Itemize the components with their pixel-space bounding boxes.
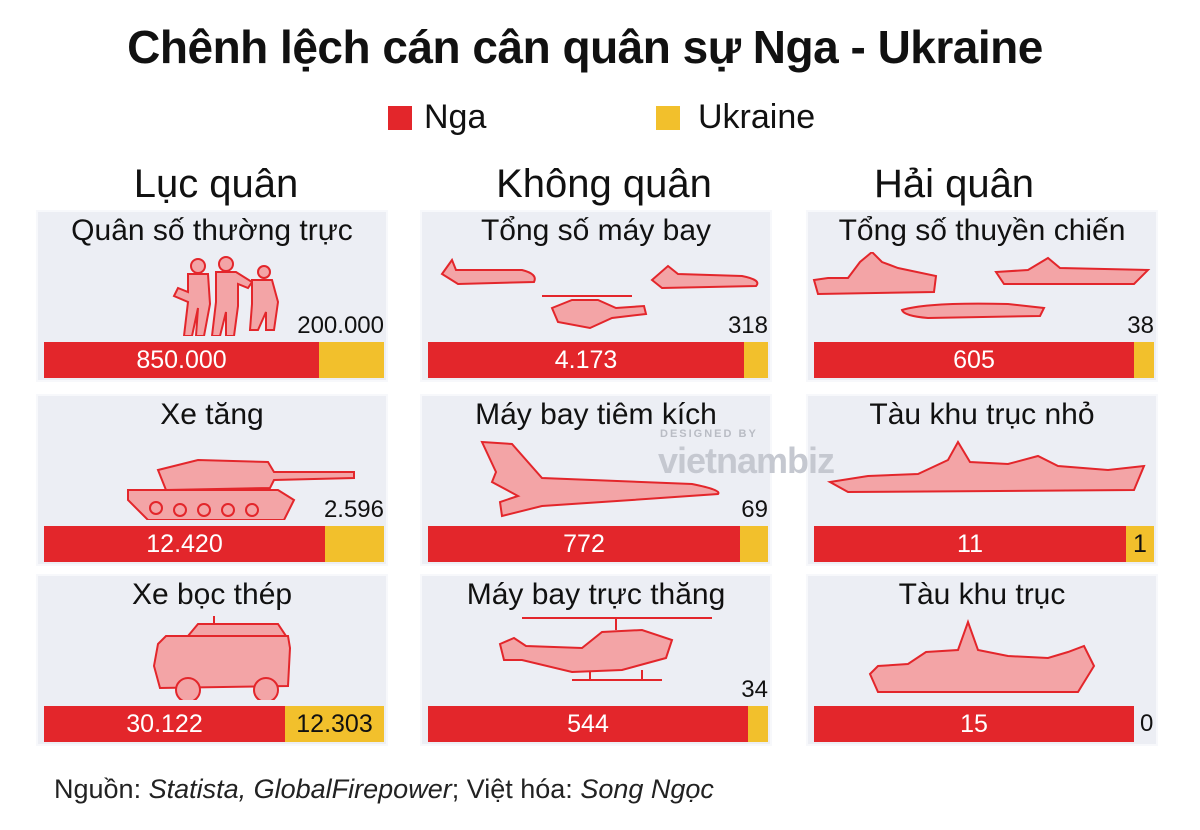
- panel-soldiers: Quân số thường trực 850.000 200.000: [36, 210, 388, 382]
- legend-item-ukraine: Ukraine: [656, 98, 815, 137]
- bar-russia: 850.000: [44, 342, 319, 378]
- chart-title: Chênh lệch cán cân quân sự Nga - Ukraine: [127, 21, 1043, 73]
- helicopter-icon: [498, 617, 712, 681]
- panel-helicopter: Máy bay trực thăng 544 34: [420, 574, 772, 746]
- bar-ukraine: [740, 526, 768, 562]
- bar-russia: 544: [428, 706, 748, 742]
- panel-armored-vehicle: Xe bọc thép 30.122 12.303: [36, 574, 388, 746]
- ukraine-value-label: 2.596: [323, 496, 384, 523]
- ukraine-value-label: 69: [741, 496, 768, 523]
- tank-icon: [127, 458, 355, 520]
- destroyer-icon: [868, 619, 1096, 693]
- warships-icon: [812, 252, 1151, 320]
- column-header-navy: Hải quân: [873, 162, 1035, 206]
- panel-label: Xe bọc thép: [131, 578, 293, 611]
- panel-label: Tổng số máy bay: [480, 214, 712, 247]
- source-note: Nguồn: Statista, GlobalFirepower; Việt h…: [54, 774, 714, 805]
- source-middle: ; Việt hóa:: [451, 774, 581, 804]
- bar-russia: 12.420: [44, 526, 325, 562]
- panel-label: Máy bay tiêm kích: [475, 398, 717, 431]
- panel-fighter-jet: Máy bay tiêm kích 772 69: [420, 394, 772, 566]
- bar-ukraine: [1134, 342, 1154, 378]
- ukraine-value-label: 34: [741, 676, 768, 703]
- column-header-air-force: Không quân: [496, 162, 712, 206]
- bar-ukraine: [748, 706, 768, 742]
- bar-russia: 605: [814, 342, 1134, 378]
- ukraine-value-label: 318: [727, 312, 768, 339]
- legend-label-russia: Nga: [424, 98, 487, 136]
- soldiers-icon: [172, 256, 280, 336]
- panel-tank: Xe tăng 12.420 2.596: [36, 394, 388, 566]
- source-author: Song Ngọc: [580, 774, 714, 804]
- panel-label: Tàu khu trục nhỏ: [869, 398, 1095, 431]
- source-names: Statista, GlobalFirepower: [148, 774, 452, 804]
- watermark-designed-by: DESIGNED BY: [660, 428, 758, 440]
- bar-ukraine: 12.303: [285, 706, 384, 742]
- bar-russia: 30.122: [44, 706, 285, 742]
- legend: Nga Ukraine: [0, 98, 1200, 142]
- bar-russia: 772: [428, 526, 740, 562]
- legend-swatch-ukraine: [656, 105, 680, 130]
- bar-ukraine: 1: [1126, 526, 1154, 562]
- legend-swatch-russia: [388, 105, 412, 130]
- bar-russia: 15: [814, 706, 1134, 742]
- bar-ukraine: [744, 342, 768, 378]
- panel-frigate: Tàu khu trục nhỏ 11 1: [806, 394, 1158, 566]
- ukraine-value-label: 38: [1127, 312, 1154, 339]
- ukraine-value-label: 12.303: [296, 710, 373, 738]
- ukraine-value-label: 200.000: [297, 312, 384, 339]
- aircraft-icon: [440, 257, 759, 330]
- watermark-logo: vietnambiz: [658, 440, 835, 481]
- panel-label: Tổng số thuyền chiến: [838, 214, 1126, 247]
- panel-label: Xe tăng: [160, 398, 264, 431]
- panel-warships: Tổng số thuyền chiến 605 38: [806, 210, 1158, 382]
- source-prefix: Nguồn:: [54, 774, 149, 804]
- panel-destroyer: Tàu khu trục 15 0: [806, 574, 1158, 746]
- bar-russia: 4.173: [428, 342, 744, 378]
- ukraine-value-label: 1: [1133, 530, 1147, 558]
- panel-label: Tàu khu trục: [898, 578, 1066, 611]
- panel-aircraft: Tổng số máy bay 4.173 318: [420, 210, 772, 382]
- armored-vehicle-icon: [152, 616, 292, 700]
- panel-label: Quân số thường trực: [71, 214, 353, 247]
- legend-label-ukraine: Ukraine: [698, 98, 816, 136]
- fighter-jet-icon: [480, 440, 720, 518]
- legend-item-russia: Nga: [388, 98, 486, 137]
- frigate-icon: [826, 440, 1146, 494]
- bar-ukraine: [325, 526, 384, 562]
- bar-ukraine: [319, 342, 384, 378]
- ukraine-value-label: 0: [1140, 710, 1154, 737]
- column-header-army: Lục quân: [133, 162, 299, 206]
- bar-russia: 11: [814, 526, 1126, 562]
- panel-label: Máy bay trực thăng: [466, 578, 726, 611]
